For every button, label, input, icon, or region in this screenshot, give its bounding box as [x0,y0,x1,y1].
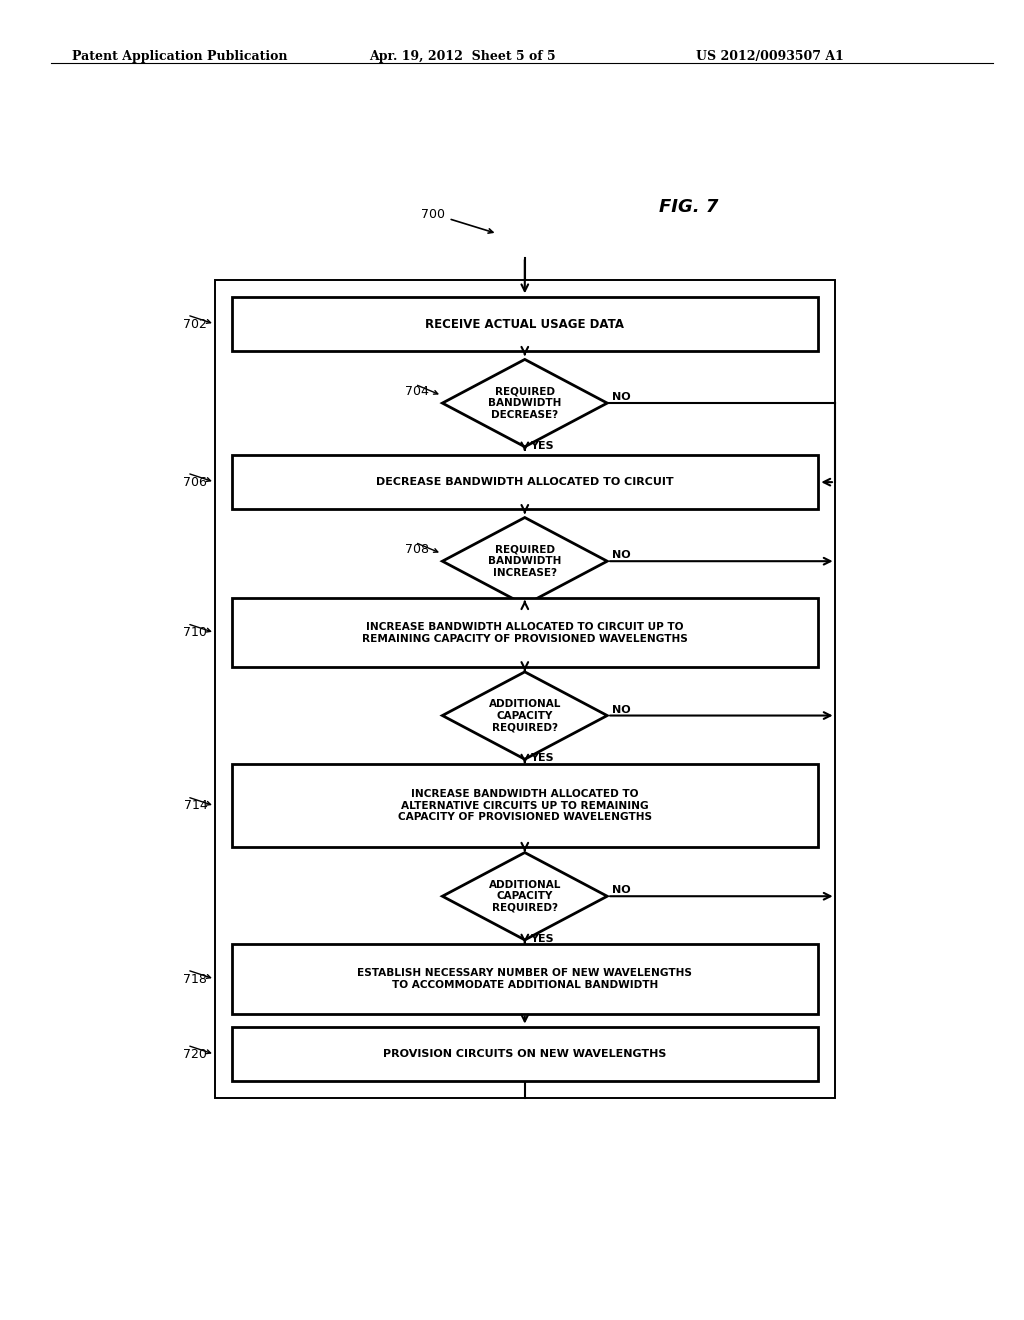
Text: YES: YES [529,441,553,450]
Text: 710: 710 [183,626,207,639]
Text: 712: 712 [464,767,487,780]
Text: 718: 718 [183,973,207,986]
Text: YES: YES [529,754,553,763]
Text: 706: 706 [183,475,207,488]
Bar [231,1027,818,1081]
Bar [231,455,818,510]
Text: INCREASE BANDWIDTH ALLOCATED TO
ALTERNATIVE CIRCUITS UP TO REMAINING
CAPACITY OF: INCREASE BANDWIDTH ALLOCATED TO ALTERNAT… [397,789,652,822]
Polygon shape [442,672,607,759]
Polygon shape [442,517,607,605]
Text: YES: YES [529,599,553,609]
Text: RECEIVE ACTUAL USAGE DATA: RECEIVE ACTUAL USAGE DATA [425,318,625,330]
Text: INCREASE BANDWIDTH ALLOCATED TO CIRCUIT UP TO
REMAINING CAPACITY OF PROVISIONED : INCREASE BANDWIDTH ALLOCATED TO CIRCUIT … [361,622,688,644]
Text: Patent Application Publication: Patent Application Publication [72,50,287,63]
Polygon shape [442,359,607,446]
Text: REQUIRED
BANDWIDTH
INCREASE?: REQUIRED BANDWIDTH INCREASE? [488,545,561,578]
Bar [231,598,818,668]
Bar [231,764,818,847]
Text: 700: 700 [421,209,445,222]
Text: YES: YES [529,933,553,944]
Text: NO: NO [612,886,631,895]
Text: DECREASE BANDWIDTH ALLOCATED TO CIRCUIT: DECREASE BANDWIDTH ALLOCATED TO CIRCUIT [376,477,674,487]
Text: US 2012/0093507 A1: US 2012/0093507 A1 [696,50,844,63]
Text: 716: 716 [464,948,487,961]
Text: ADDITIONAL
CAPACITY
REQUIRED?: ADDITIONAL CAPACITY REQUIRED? [488,879,561,913]
Text: FIG. 7: FIG. 7 [659,198,719,216]
Text: ADDITIONAL
CAPACITY
REQUIRED?: ADDITIONAL CAPACITY REQUIRED? [488,698,561,733]
Text: NO: NO [612,392,631,403]
Text: REQUIRED
BANDWIDTH
DECREASE?: REQUIRED BANDWIDTH DECREASE? [488,387,561,420]
Text: NO: NO [612,705,631,714]
Text: 704: 704 [406,385,429,399]
Polygon shape [442,853,607,940]
Text: ESTABLISH NECESSARY NUMBER OF NEW WAVELENGTHS
TO ACCOMMODATE ADDITIONAL BANDWIDT: ESTABLISH NECESSARY NUMBER OF NEW WAVELE… [357,969,692,990]
Text: Apr. 19, 2012  Sheet 5 of 5: Apr. 19, 2012 Sheet 5 of 5 [369,50,555,63]
Text: NO: NO [612,550,631,560]
Bar [231,944,818,1014]
Text: 702: 702 [183,318,207,330]
Text: 708: 708 [404,544,429,557]
Text: PROVISION CIRCUITS ON NEW WAVELENGTHS: PROVISION CIRCUITS ON NEW WAVELENGTHS [383,1049,667,1060]
Bar [231,297,818,351]
Text: 714: 714 [183,800,207,812]
Text: 720: 720 [183,1048,207,1061]
Bar [215,280,835,1098]
